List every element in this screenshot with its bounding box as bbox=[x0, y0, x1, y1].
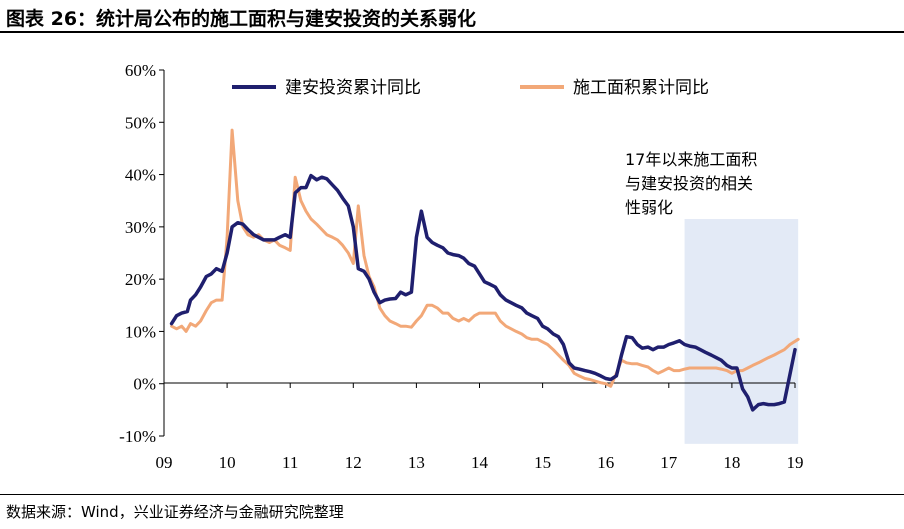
x-tick-label: 14 bbox=[471, 453, 489, 472]
x-tick-label: 16 bbox=[597, 453, 614, 472]
legend-label-floor-space: 施工面积累计同比 bbox=[573, 78, 709, 98]
y-tick-label: 60% bbox=[125, 61, 156, 80]
annotation-line-1: 17年以来施工面积 bbox=[625, 150, 757, 169]
y-tick-label: 50% bbox=[125, 113, 156, 132]
source-note: 数据来源：Wind，兴业证券经济与金融研究院整理 bbox=[6, 503, 344, 521]
series-layer bbox=[169, 128, 800, 412]
y-tick-label: 40% bbox=[125, 166, 156, 185]
x-tick-label: 10 bbox=[219, 453, 236, 472]
x-tick-label: 19 bbox=[787, 453, 804, 472]
annotation-line-3: 性弱化 bbox=[625, 198, 673, 217]
x-tick-label: 09 bbox=[156, 453, 173, 472]
x-tick-label: 13 bbox=[408, 453, 425, 472]
x-tick-label: 18 bbox=[723, 453, 740, 472]
x-tick-label: 12 bbox=[345, 453, 362, 472]
y-tick-label: 20% bbox=[125, 270, 156, 289]
x-tick-label: 15 bbox=[534, 453, 551, 472]
chart-title: 图表 26：统计局公布的施工面积与建安投资的关系弱化 bbox=[6, 8, 477, 30]
y-tick-label: 0% bbox=[133, 375, 156, 394]
legend-label-construction-investment: 建安投资累计同比 bbox=[285, 78, 421, 98]
line-chart: -10% 0% 10% 20% 30% 40% 50% 60% 09 10 11 12 13 14 15 16… bbox=[119, 61, 803, 472]
shaded-period bbox=[684, 219, 799, 444]
legend: 建安投资累计同比 施工面积累计同比 bbox=[232, 78, 709, 98]
annotation-line-2: 与建安投资的相关 bbox=[625, 174, 753, 193]
x-tick-label: 17 bbox=[660, 453, 678, 472]
title-underline bbox=[0, 31, 904, 33]
y-tick-label: 10% bbox=[125, 322, 156, 341]
y-tick-label: 30% bbox=[125, 218, 156, 237]
y-tick-label: -10% bbox=[119, 427, 156, 446]
x-tick-label: 11 bbox=[282, 453, 298, 472]
footer-rule bbox=[0, 494, 904, 495]
annotation: 17年以来施工面积 与建安投资的相关 性弱化 bbox=[625, 150, 757, 217]
series-line-construction-investment bbox=[169, 173, 797, 412]
axes: -10% 0% 10% 20% 30% 40% 50% 60% 09 10 11 12 13 14 15 16… bbox=[119, 61, 803, 472]
